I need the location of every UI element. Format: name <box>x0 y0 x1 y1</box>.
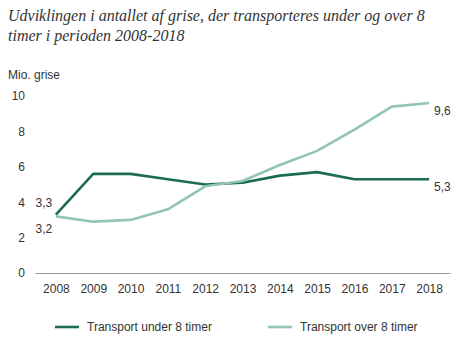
x-tick: 2017 <box>379 273 406 296</box>
y-tick-label: 2 <box>18 231 25 245</box>
legend-item: Transport under 8 timer <box>55 320 212 334</box>
y-tick: 2 <box>18 231 31 245</box>
x-tick: 2008 <box>43 273 70 296</box>
x-tick-label: 2009 <box>80 282 107 296</box>
x-tick: 2013 <box>230 273 257 296</box>
y-tick-label: 6 <box>18 160 25 174</box>
chart: 0 2 4 6 8 10 Mio. grise 2008 2009 2010 2011 2012 201… <box>0 0 468 357</box>
legend-label: Transport under 8 timer <box>87 320 212 334</box>
y-tick: 6 <box>18 160 31 174</box>
y-tick: 8 <box>18 125 31 139</box>
data-label: 5,3 <box>434 180 451 194</box>
data-label: 3,3 <box>36 196 53 210</box>
x-tick-label: 2011 <box>155 282 181 296</box>
x-tick: 2014 <box>267 273 294 296</box>
y-axis-line <box>31 97 32 274</box>
y-tick: 10 <box>12 89 31 103</box>
x-tick: 2010 <box>118 273 145 296</box>
legend-item: Transport over 8 timer <box>268 320 418 334</box>
y-tick-label: 4 <box>18 196 25 210</box>
x-tick: 2012 <box>192 273 219 296</box>
title: Udviklingen i antallet af grise, der tra… <box>8 6 433 46</box>
lines <box>56 103 429 222</box>
series-line <box>56 172 429 214</box>
data-label: 3,2 <box>36 222 53 236</box>
x-tick-label: 2015 <box>304 282 331 296</box>
y-tick-label: 8 <box>18 125 25 139</box>
legend: Transport under 8 timer Transport over 8 … <box>55 320 418 334</box>
x-tick: 2015 <box>304 273 331 296</box>
y-tick: 0 <box>18 266 31 280</box>
x-tick-label: 2013 <box>230 282 257 296</box>
data-label: 9,6 <box>434 104 451 118</box>
x-tick-label: 2016 <box>342 282 369 296</box>
x-tick-label: 2014 <box>267 282 294 296</box>
x-tick-label: 2008 <box>43 282 70 296</box>
legend-label: Transport over 8 timer <box>300 320 418 334</box>
x-axis: 2008 2009 2010 2011 2012 2013 2014 2015 2016 2017… <box>36 273 451 296</box>
series-line <box>56 103 429 222</box>
x-tick: 2018 <box>416 273 443 296</box>
x-axis-line <box>36 273 451 274</box>
legend-swatch <box>268 326 292 329</box>
y-tick-label: 0 <box>18 266 25 280</box>
x-tick-label: 2010 <box>118 282 145 296</box>
x-tick: 2009 <box>80 273 107 296</box>
x-tick: 2011 <box>155 273 181 296</box>
y-axis-title: Mio. grise <box>8 68 60 82</box>
y-axis: 0 2 4 6 8 10 <box>12 89 32 280</box>
x-tick-label: 2012 <box>192 282 219 296</box>
data-labels: 3,3 5,3 3,2 9,6 <box>36 104 452 236</box>
legend-swatch <box>55 326 79 329</box>
y-tick: 4 <box>18 196 31 210</box>
y-tick-label: 10 <box>12 89 26 103</box>
x-tick: 2016 <box>342 273 369 296</box>
x-tick-label: 2017 <box>379 282 406 296</box>
x-tick-label: 2018 <box>416 282 443 296</box>
